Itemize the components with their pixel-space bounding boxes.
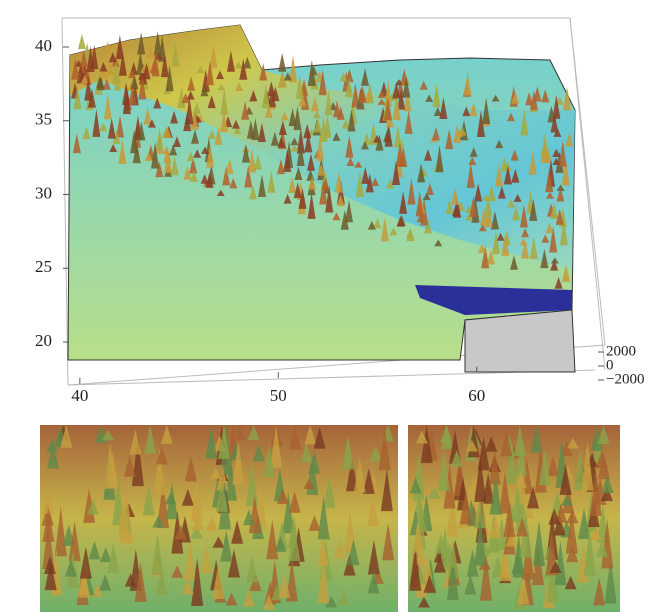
page: 405060202530354020000−2000 (() => { cons… <box>0 0 659 612</box>
x-tick-label: 60 <box>468 386 485 405</box>
y-tick-label: 30 <box>35 183 52 202</box>
x-tick-label: 50 <box>270 386 287 405</box>
sea-area <box>465 310 575 372</box>
peak <box>278 53 286 72</box>
y-tick-label: 20 <box>35 331 52 350</box>
y-tick-label: 25 <box>35 257 52 276</box>
y-tick-label: 40 <box>35 36 52 55</box>
detail-panels <box>40 425 620 612</box>
z-tick-label: −2000 <box>606 371 644 387</box>
terrain-surface <box>68 25 575 372</box>
y-tick-label: 35 <box>35 110 52 129</box>
box-edge <box>62 18 68 385</box>
chart: 405060202530354020000−2000 <box>0 0 659 612</box>
box-edge <box>570 18 605 370</box>
peak <box>78 34 86 49</box>
x-tick-label: 40 <box>71 386 88 405</box>
